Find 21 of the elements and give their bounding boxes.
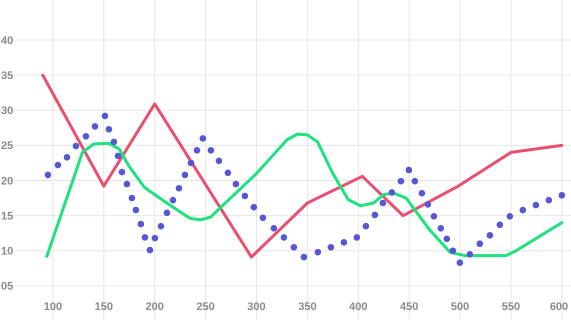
x-tick-label: 250 bbox=[196, 301, 215, 313]
x-tick-label: 500 bbox=[450, 301, 470, 313]
y-tick-label: 25 bbox=[1, 140, 14, 152]
y-tick-label: 40 bbox=[1, 34, 14, 47]
x-tick-label: 600 bbox=[550, 301, 568, 313]
x-tick-label: 450 bbox=[400, 301, 418, 313]
x-tick-label: 350 bbox=[298, 301, 317, 313]
y-tick-label: 10 bbox=[1, 246, 14, 258]
y-tick-label: 15 bbox=[1, 210, 14, 222]
y-tick-label: 05 bbox=[1, 280, 14, 293]
x-tick-label: 400 bbox=[349, 301, 368, 313]
line-series bbox=[41, 74, 564, 259]
x-tick-label: 100 bbox=[44, 301, 62, 313]
x-tick-label: 300 bbox=[247, 301, 266, 313]
x-tick-label: 550 bbox=[502, 301, 520, 313]
y-tick-label: 35 bbox=[1, 70, 14, 82]
x-tick-label: 200 bbox=[146, 301, 164, 313]
x-tick-label: 150 bbox=[94, 301, 113, 313]
y-tick-label: 20 bbox=[1, 175, 14, 188]
line-series bbox=[45, 132, 564, 258]
y-tick-label: 30 bbox=[1, 105, 14, 118]
